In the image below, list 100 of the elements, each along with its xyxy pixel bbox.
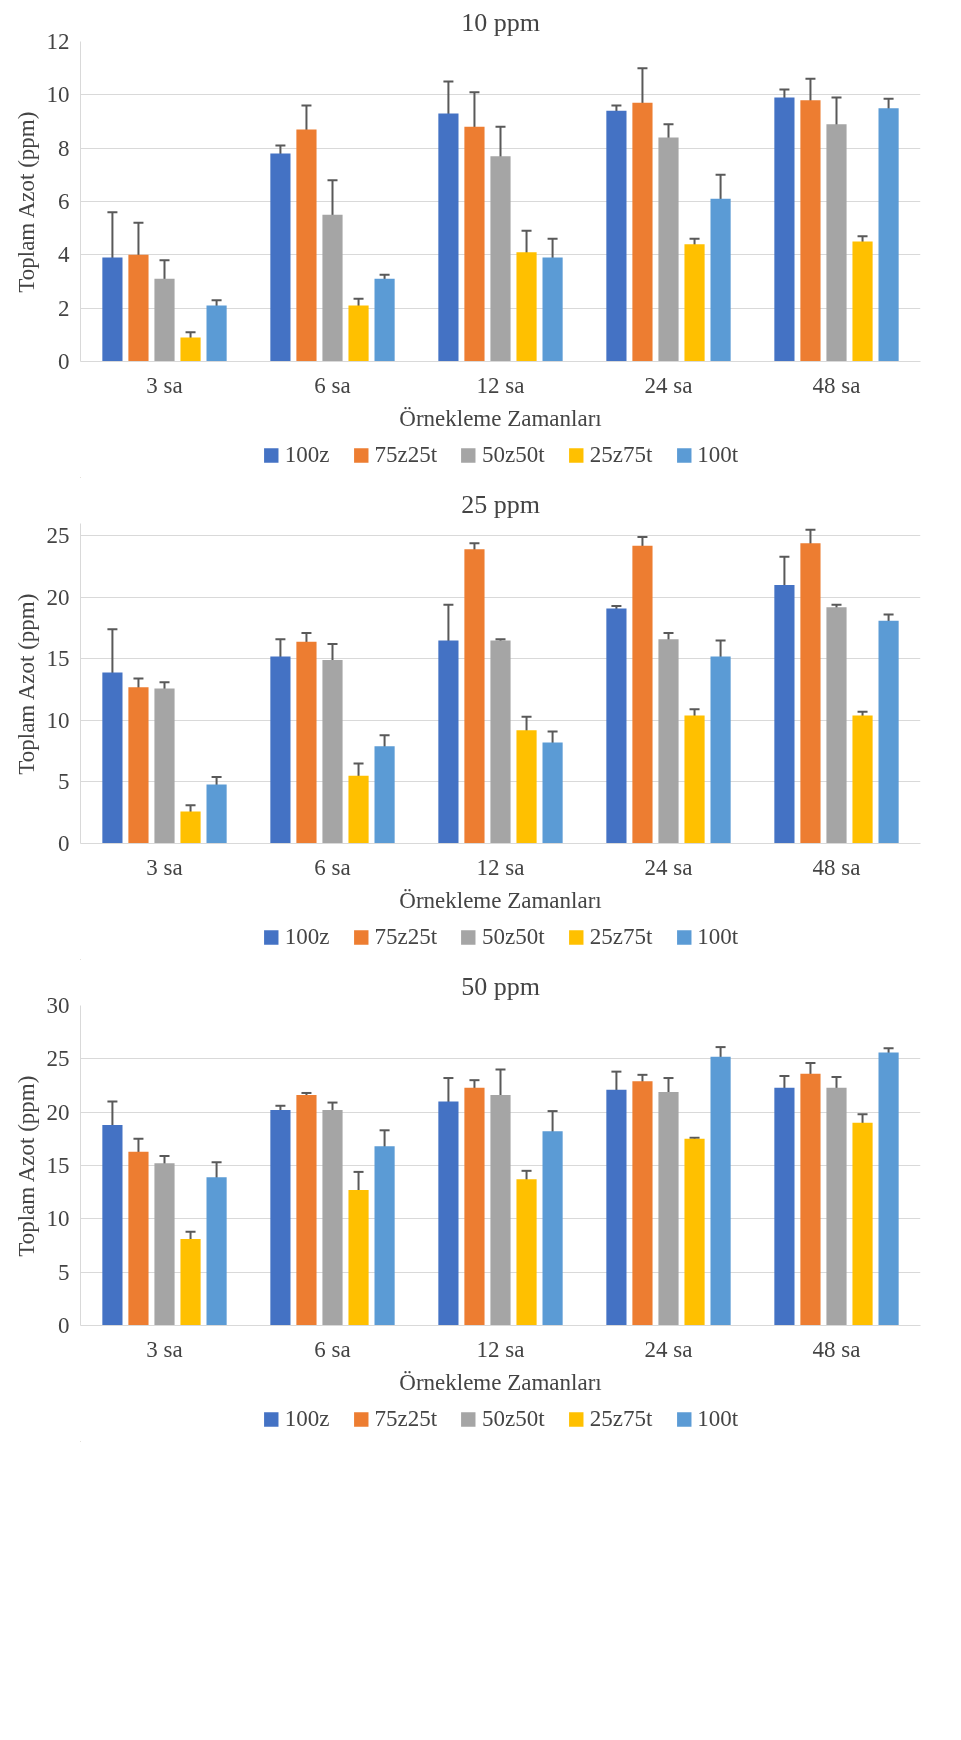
x-tick-label: 3 sa	[146, 1336, 183, 1362]
bar	[878, 108, 899, 362]
bar	[542, 257, 563, 362]
bar	[490, 1095, 511, 1326]
bar	[542, 1131, 563, 1326]
bar	[826, 607, 847, 844]
bar	[296, 641, 317, 844]
bar	[516, 730, 537, 844]
bar	[438, 1101, 459, 1326]
y-axis-title: Toplam Azot (ppm)	[13, 1075, 39, 1257]
x-tick-label: 48 sa	[812, 854, 861, 880]
bar	[852, 241, 873, 362]
y-tick-label: 10	[46, 707, 70, 733]
bar	[632, 102, 653, 362]
bar	[710, 656, 731, 844]
bar	[464, 549, 485, 844]
y-tick-label: 8	[58, 135, 70, 161]
legend-label: 100z	[284, 1406, 330, 1432]
bar	[206, 784, 227, 844]
chart-title: 25 ppm	[461, 489, 540, 519]
bar	[128, 254, 149, 362]
bar	[180, 1239, 201, 1326]
chart-title: 50 ppm	[461, 971, 540, 1001]
y-tick-label: 5	[58, 769, 70, 795]
bar	[102, 257, 123, 362]
legend-label: 75z25t	[374, 1406, 438, 1432]
bar	[800, 100, 821, 362]
legend-label: 50z50t	[482, 924, 545, 950]
y-tick-label: 4	[58, 242, 70, 268]
legend-label: 50z50t	[482, 442, 545, 468]
bar	[464, 126, 485, 362]
bar	[102, 672, 123, 844]
bar	[154, 1163, 175, 1326]
y-tick-label: 25	[46, 1046, 70, 1072]
bar	[826, 1087, 847, 1326]
bar	[322, 1110, 343, 1326]
x-tick-label: 24 sa	[644, 854, 693, 880]
bar	[490, 156, 511, 362]
bar	[348, 775, 369, 844]
legend-label: 75z25t	[374, 924, 438, 950]
bar	[270, 656, 291, 844]
y-tick-label: 15	[46, 646, 70, 672]
bar	[154, 278, 175, 362]
bar	[632, 1081, 653, 1326]
y-tick-label: 0	[58, 1313, 70, 1338]
bar	[774, 97, 795, 362]
legend-label: 100z	[284, 924, 330, 950]
y-tick-label: 0	[58, 831, 70, 856]
bar	[322, 214, 343, 362]
bar	[206, 1177, 227, 1326]
bar	[516, 1179, 537, 1326]
y-tick-label: 6	[58, 189, 70, 214]
bar	[128, 1151, 149, 1326]
legend-label: 75z25t	[374, 442, 438, 468]
x-tick-label: 6 sa	[314, 854, 351, 880]
y-tick-label: 2	[58, 295, 70, 321]
y-tick-label: 30	[46, 993, 70, 1018]
bar	[774, 1087, 795, 1326]
bar	[102, 1124, 123, 1326]
legend-label: 25z75t	[589, 442, 653, 468]
bar	[374, 1146, 395, 1326]
x-tick-label: 24 sa	[644, 1336, 693, 1362]
y-tick-label: 0	[58, 349, 70, 374]
bar	[826, 124, 847, 362]
x-axis-title: Örnekleme Zamanları	[399, 405, 602, 431]
bar	[800, 1073, 821, 1326]
bar	[180, 337, 201, 362]
bar	[154, 688, 175, 844]
bar	[542, 742, 563, 844]
bar	[852, 1122, 873, 1326]
y-tick-label: 12	[46, 29, 70, 54]
chart-title: 10 ppm	[461, 7, 540, 37]
bar	[374, 746, 395, 844]
bar	[684, 244, 705, 362]
bar	[296, 1095, 317, 1326]
bar	[490, 640, 511, 844]
y-axis-title: Toplam Azot (ppm)	[13, 593, 39, 775]
bar	[348, 305, 369, 362]
legend-label: 100t	[697, 442, 739, 468]
legend-label: 100t	[697, 924, 739, 950]
bar	[348, 1190, 369, 1326]
bar	[180, 811, 201, 844]
bar	[878, 620, 899, 844]
bar	[438, 640, 459, 844]
bar	[710, 198, 731, 362]
y-tick-label: 20	[46, 584, 70, 610]
bar	[632, 545, 653, 844]
bar	[296, 129, 317, 362]
x-axis-title: Örnekleme Zamanları	[399, 1369, 602, 1395]
bar	[270, 153, 291, 362]
x-tick-label: 6 sa	[314, 372, 351, 398]
bar	[684, 715, 705, 844]
bar	[128, 687, 149, 844]
bar	[374, 278, 395, 362]
bar	[658, 1091, 679, 1326]
bar	[774, 585, 795, 844]
bar	[658, 639, 679, 844]
bar	[322, 660, 343, 844]
x-axis-title: Örnekleme Zamanları	[399, 887, 602, 913]
x-tick-label: 12 sa	[476, 1336, 525, 1362]
